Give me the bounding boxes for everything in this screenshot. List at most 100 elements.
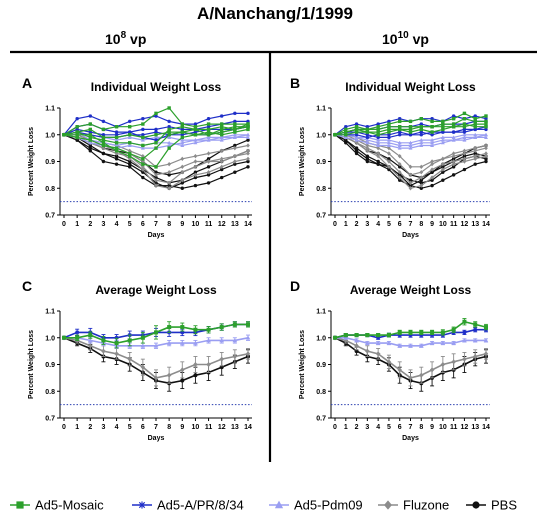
series-ad5-mosaic bbox=[62, 106, 250, 137]
data-point bbox=[246, 159, 250, 164]
data-point bbox=[440, 135, 445, 139]
data-point bbox=[365, 157, 370, 161]
legend-marker bbox=[384, 500, 392, 510]
data-point bbox=[114, 162, 119, 166]
data-point bbox=[154, 138, 158, 142]
data-point bbox=[365, 127, 370, 132]
data-point bbox=[484, 132, 488, 137]
data-point bbox=[75, 117, 79, 121]
data-point bbox=[180, 143, 185, 147]
data-point bbox=[451, 153, 456, 159]
data-point bbox=[473, 125, 477, 129]
data-point bbox=[441, 125, 445, 129]
data-point bbox=[354, 135, 359, 139]
data-point bbox=[430, 143, 435, 147]
x-tick-label: 4 bbox=[376, 424, 380, 431]
data-point bbox=[387, 130, 391, 134]
data-point bbox=[154, 146, 158, 150]
data-point-stroke bbox=[451, 114, 456, 118]
data-point bbox=[128, 154, 132, 158]
data-point bbox=[141, 122, 145, 126]
data-point bbox=[206, 173, 211, 177]
data-point bbox=[180, 367, 185, 373]
data-point bbox=[408, 119, 413, 124]
data-point bbox=[167, 119, 171, 124]
data-point bbox=[88, 122, 92, 126]
data-point bbox=[206, 169, 211, 175]
data-point bbox=[141, 143, 145, 148]
y-axis-label: Percent Weight Loss bbox=[28, 127, 35, 196]
data-point bbox=[167, 186, 172, 191]
data-point bbox=[451, 135, 456, 139]
data-point bbox=[220, 130, 224, 134]
data-point bbox=[484, 157, 488, 161]
data-point bbox=[114, 151, 119, 156]
x-tick-label: 3 bbox=[365, 424, 369, 431]
data-point bbox=[397, 161, 402, 167]
data-point-stroke bbox=[387, 135, 391, 140]
data-point bbox=[387, 159, 391, 164]
panel-title: Average Weight Loss bbox=[350, 283, 472, 297]
data-point-stroke bbox=[451, 130, 456, 134]
data-point bbox=[153, 343, 159, 348]
data-point bbox=[462, 130, 467, 134]
series-fluzone bbox=[332, 335, 489, 387]
data-point bbox=[141, 162, 145, 166]
data-point bbox=[451, 159, 456, 164]
y-tick-label: 0.7 bbox=[316, 416, 326, 423]
data-point bbox=[462, 132, 467, 137]
x-tick-label: 13 bbox=[471, 221, 479, 228]
data-point-stroke bbox=[128, 119, 132, 124]
data-point bbox=[397, 143, 402, 147]
data-point bbox=[193, 164, 198, 170]
data-point bbox=[473, 132, 478, 137]
x-tick-label: 0 bbox=[333, 221, 337, 228]
legend-label: Ad5-Pdm09 bbox=[294, 498, 363, 513]
data-point bbox=[344, 138, 348, 142]
data-point bbox=[245, 351, 251, 357]
data-point bbox=[344, 125, 348, 129]
data-point-stroke bbox=[193, 130, 198, 134]
y-tick-label: 0.8 bbox=[316, 186, 326, 193]
data-point bbox=[140, 159, 145, 164]
data-point bbox=[233, 125, 237, 129]
data-point bbox=[140, 138, 145, 142]
data-point bbox=[101, 159, 106, 164]
x-axis-label: Days bbox=[148, 232, 165, 239]
data-point bbox=[484, 153, 488, 159]
data-point bbox=[206, 135, 211, 139]
legend-item-pbs: PBS bbox=[466, 498, 517, 513]
data-point bbox=[193, 172, 198, 178]
data-point bbox=[232, 145, 237, 151]
data-point-stroke bbox=[344, 125, 348, 129]
data-point bbox=[365, 148, 370, 154]
data-point bbox=[220, 175, 224, 180]
data-point-stroke bbox=[376, 122, 380, 126]
data-point bbox=[472, 338, 478, 343]
data-point bbox=[154, 135, 158, 139]
panel-label: C bbox=[22, 278, 32, 294]
data-point bbox=[419, 169, 424, 175]
data-point-stroke bbox=[473, 127, 477, 132]
data-point bbox=[386, 333, 391, 338]
data-point bbox=[220, 125, 224, 129]
y-tick-label: 1.1 bbox=[45, 309, 55, 316]
data-point bbox=[140, 343, 146, 348]
data-point bbox=[180, 178, 185, 183]
data-point bbox=[180, 378, 185, 383]
series-ad5-pdm09 bbox=[333, 132, 488, 150]
data-point-stroke bbox=[462, 330, 467, 335]
data-point bbox=[154, 111, 158, 116]
data-point-stroke bbox=[365, 125, 370, 129]
data-point bbox=[484, 114, 488, 118]
data-point bbox=[376, 145, 381, 151]
data-point bbox=[462, 138, 467, 142]
data-point bbox=[154, 114, 158, 118]
data-point bbox=[473, 145, 478, 151]
data-point bbox=[386, 359, 392, 365]
x-tick-label: 5 bbox=[387, 221, 391, 228]
panel-title: Average Weight Loss bbox=[95, 283, 217, 297]
data-point bbox=[398, 119, 402, 124]
data-point-stroke bbox=[365, 133, 370, 137]
x-axis-label: Days bbox=[402, 232, 419, 239]
